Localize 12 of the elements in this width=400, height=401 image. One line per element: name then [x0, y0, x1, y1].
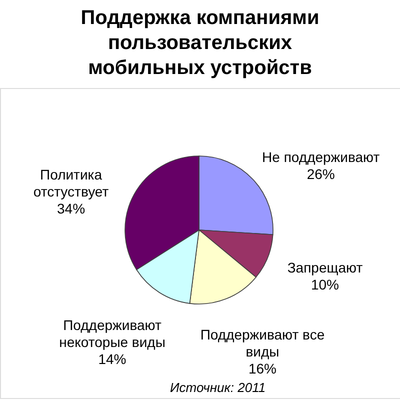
data-label: 16%	[248, 360, 276, 377]
text: Источник: 2011	[170, 380, 266, 395]
slice-label: Политика отстуствует	[33, 166, 110, 200]
slice-label: Запрещают	[287, 260, 364, 276]
data-label: 14%	[98, 350, 126, 367]
data-label: 10%	[310, 276, 339, 293]
data-label: 34%	[56, 200, 86, 216]
slice-label: Поддерживают некоторые виды	[59, 316, 166, 350]
chart-title: Поддержка компаниями пользовательских мобильных устройств	[80, 7, 320, 79]
slice-label: Поддерживают все виды	[200, 326, 325, 360]
data-label: 26%	[306, 166, 335, 182]
slice-label: Не поддерживают	[262, 149, 380, 166]
